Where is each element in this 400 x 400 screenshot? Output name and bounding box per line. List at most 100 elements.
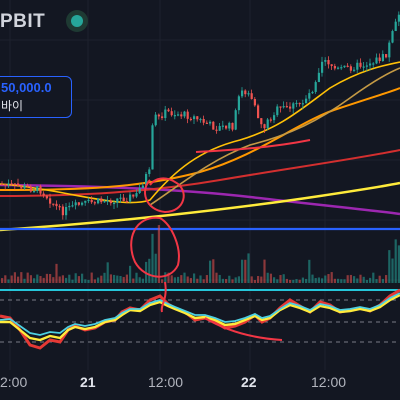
volume-bar xyxy=(170,275,173,283)
candle-body xyxy=(209,121,212,124)
volume-bar xyxy=(103,272,106,283)
candle-body xyxy=(42,193,45,196)
volume-bar xyxy=(202,279,205,283)
volume-bar xyxy=(349,274,352,283)
volume-bar xyxy=(61,275,64,283)
candle-body xyxy=(349,66,352,71)
volume-bar xyxy=(385,275,388,283)
volume-bar xyxy=(394,239,397,283)
candle-body xyxy=(321,61,324,73)
volume-bar xyxy=(113,274,116,283)
candle-body xyxy=(397,14,400,22)
volume-bar xyxy=(90,272,93,283)
candle-body xyxy=(74,202,77,206)
candle-body xyxy=(340,67,343,69)
candle-body xyxy=(164,109,167,119)
candle-body xyxy=(279,106,282,108)
candle-body xyxy=(113,202,116,205)
candle-body xyxy=(391,31,394,43)
volume-bar xyxy=(305,278,308,283)
candle-body xyxy=(100,198,103,203)
candle-body xyxy=(93,202,96,204)
volume-bar xyxy=(372,272,375,283)
candle-body xyxy=(225,125,228,129)
candle-body xyxy=(343,65,346,68)
candle-body xyxy=(231,122,234,130)
volume-bar xyxy=(263,259,266,283)
order-price-box[interactable]: 50,000.0 바이 xyxy=(0,76,72,118)
volume-bar xyxy=(106,262,109,283)
candle-body xyxy=(33,191,36,193)
candle-body xyxy=(20,186,23,189)
volume-bar xyxy=(157,225,160,283)
volume-bar xyxy=(161,279,164,283)
volume-bar xyxy=(183,272,186,283)
candle-body xyxy=(103,201,106,203)
candles xyxy=(1,11,400,220)
volume-bar xyxy=(324,275,327,283)
volume-bar xyxy=(257,276,260,283)
candle-body xyxy=(177,114,180,116)
time-axis[interactable]: 2:00 21 12:00 22 12:00 xyxy=(0,370,400,400)
volume-bar xyxy=(289,279,292,283)
volume-bar xyxy=(164,272,167,283)
annotation-tail xyxy=(160,281,167,313)
candle-body xyxy=(202,118,205,123)
candle-body xyxy=(359,62,362,67)
candle-body xyxy=(372,63,375,65)
volume-bar xyxy=(119,275,122,283)
annotation-osc-swoosh xyxy=(204,317,283,341)
volume-bar xyxy=(301,277,304,283)
volume-bar xyxy=(279,275,282,283)
volume-bar xyxy=(87,279,90,283)
candle-body xyxy=(394,21,397,32)
volume-bar xyxy=(397,245,400,283)
volume-bar xyxy=(84,279,87,283)
hand-annotations xyxy=(130,139,311,341)
candle-body xyxy=(17,183,20,187)
candle-body xyxy=(119,197,122,199)
candle-body xyxy=(138,187,141,194)
candle-body xyxy=(106,200,109,202)
candle-body xyxy=(212,121,215,130)
volume-bar xyxy=(330,272,333,283)
ma-gold xyxy=(0,61,400,204)
time-tick: 12:00 xyxy=(148,374,184,390)
candle-body xyxy=(311,91,314,94)
candle-body xyxy=(141,185,144,188)
ma-purple xyxy=(0,183,400,216)
candle-body xyxy=(7,183,10,185)
candle-body xyxy=(49,198,52,204)
volume-bar xyxy=(36,274,39,283)
volume-bar xyxy=(7,279,10,283)
candle-body xyxy=(65,207,68,216)
candle-body xyxy=(125,201,128,203)
order-price-value: 50,000.0 xyxy=(1,80,52,95)
candle-body xyxy=(247,93,250,95)
volume-bar xyxy=(180,275,183,283)
candle-body xyxy=(253,99,256,106)
candle-body xyxy=(330,64,333,67)
volume-bar xyxy=(154,253,157,283)
volume-bar xyxy=(241,259,244,283)
volume-bar xyxy=(327,274,330,283)
candle-body xyxy=(87,199,90,202)
volume-bar xyxy=(295,279,298,283)
volume-bar xyxy=(33,278,36,283)
candle-body xyxy=(244,90,247,95)
candle-body xyxy=(250,93,253,100)
volume-bar xyxy=(17,276,20,283)
volume-bar xyxy=(317,277,320,283)
candle-body xyxy=(346,65,349,67)
candle-body xyxy=(378,57,381,62)
candle-body xyxy=(68,205,71,208)
volume-bar xyxy=(177,276,180,283)
volume-bar xyxy=(23,278,26,283)
volume-bar xyxy=(359,274,362,283)
candle-body xyxy=(77,202,80,205)
volume-bar xyxy=(138,277,141,283)
candle-body xyxy=(161,116,164,119)
volume-bars xyxy=(1,225,400,283)
